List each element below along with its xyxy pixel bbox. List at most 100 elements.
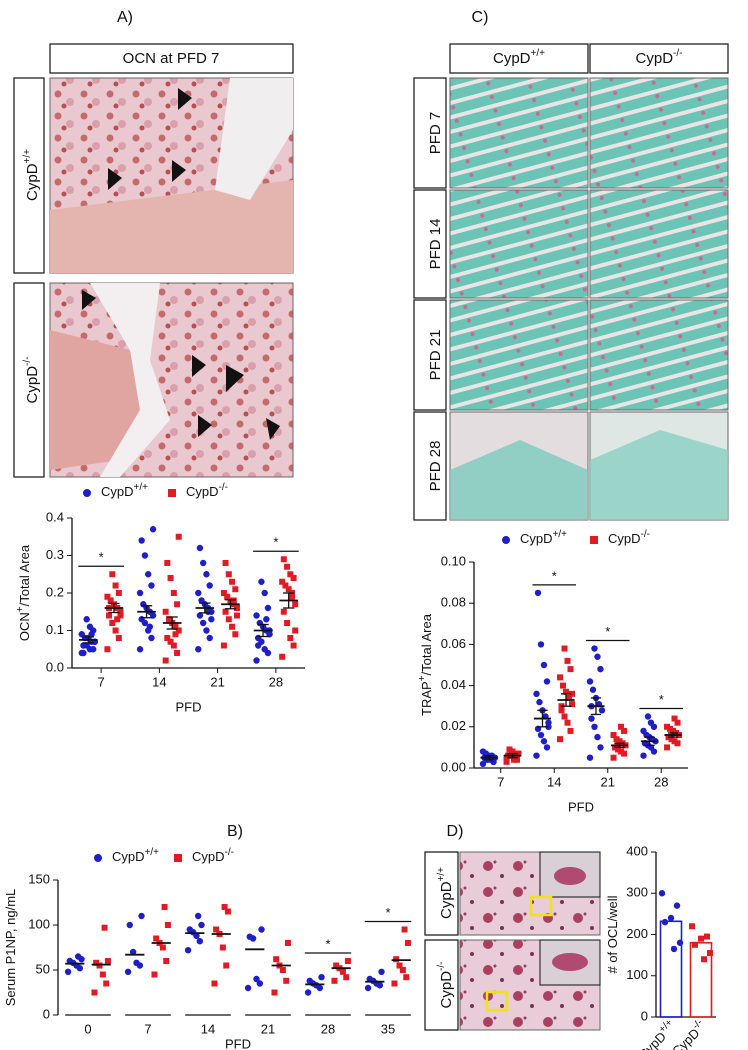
data-point [164,922,171,928]
x-tick-label: 21 [601,774,615,789]
legend-label: CypD-/- [608,529,650,547]
data-point [284,940,291,946]
data-point [109,620,116,626]
data-point [610,732,617,739]
data-point [141,552,149,559]
x-axis-label: PFD [225,1036,251,1050]
legend-label-sup: -/- [219,482,228,493]
y-tick-label: 150 [28,871,50,886]
x-tick-label: 7 [497,774,504,789]
row-label: PFD 7 [427,112,444,155]
y-tick-label: 0.06 [441,636,466,651]
data-point [563,688,570,695]
data-point [253,657,260,664]
y-axis-label: # of OCL/well [605,895,620,973]
data-point [196,938,204,945]
data-point [104,593,111,600]
data-point [112,582,119,589]
data-point [279,653,286,660]
column-label: CypD+/+ [493,48,545,67]
row-label: PFD 14 [427,219,444,270]
data-point [162,608,169,615]
x-tick-label: 35 [381,1021,395,1036]
data-point [533,752,540,759]
data-point [149,526,157,533]
data-point [225,616,232,623]
data-point [165,616,172,623]
significance-star: * [325,936,330,951]
legend-marker [94,854,102,862]
column-label-sup: -/- [673,48,682,59]
data-point [244,984,252,992]
row-label: CypD-/- [436,962,455,1009]
data-point [537,641,545,648]
data-point [543,744,551,751]
row-label-base: CypD [438,881,455,919]
data-point [503,758,510,765]
data-point [647,719,655,726]
x-tick-label: 28 [654,774,668,789]
data-point [261,646,268,653]
data-point [204,608,212,615]
data-point [213,926,220,933]
data-point [256,619,263,627]
legend-marker [83,489,91,497]
y-axis-label-sup: + [15,606,26,612]
data-point [115,635,122,641]
data-point [543,678,551,685]
data-point [233,612,240,619]
data-point [172,631,179,638]
data-point [589,686,597,693]
y-axis-label-base: Serum P1NP, ng/mL [3,889,18,1007]
column-label-base: CypD [636,50,674,67]
data-point [221,904,228,910]
row-label-sup: +/+ [22,149,33,164]
data-point [246,933,253,940]
y-tick-label: 0 [43,1006,50,1021]
data-point [273,956,280,963]
data-point [258,578,265,585]
row-label: CypD-/- [22,357,41,404]
data-point [561,713,568,720]
data-point [618,723,625,730]
row-label-base: CypD [24,366,41,404]
data-point [671,715,678,722]
data-point [96,962,103,969]
data-point [613,736,620,743]
y-tick-label: 0.3 [46,547,64,562]
legend-label-base: CypD [101,484,134,499]
data-point [88,631,95,638]
data-point [126,921,133,929]
data-point [124,968,132,975]
panel-label: A) [117,9,133,26]
x-tick-label: 28 [321,1021,335,1036]
significance-star: * [385,905,390,920]
data-point [161,904,168,910]
data-point [225,571,232,578]
data-point [253,612,260,619]
data-point [172,623,179,630]
data-point [569,701,576,708]
data-point [229,578,236,585]
y-tick-label: 300 [626,885,648,900]
row-box [424,851,459,936]
data-point [399,967,406,973]
data-point [261,589,268,597]
data-point [284,620,291,626]
legend-marker [590,536,598,544]
data-point [378,968,385,975]
x-tick-label: CypD-/- [667,1017,709,1050]
data-point [117,608,124,615]
data-point [591,723,598,730]
x-tick-label: 0 [84,1021,91,1036]
data-point [533,690,540,698]
y-axis-label-rest: /Total Area [419,613,434,675]
header-box [589,43,729,74]
data-point [167,638,174,645]
data-point [564,719,571,726]
data-point [290,642,297,649]
bar [659,920,683,1018]
column-label: CypD-/- [636,48,683,67]
data-point [506,746,513,753]
y-axis-label-base: # of OCL/well [605,895,620,973]
